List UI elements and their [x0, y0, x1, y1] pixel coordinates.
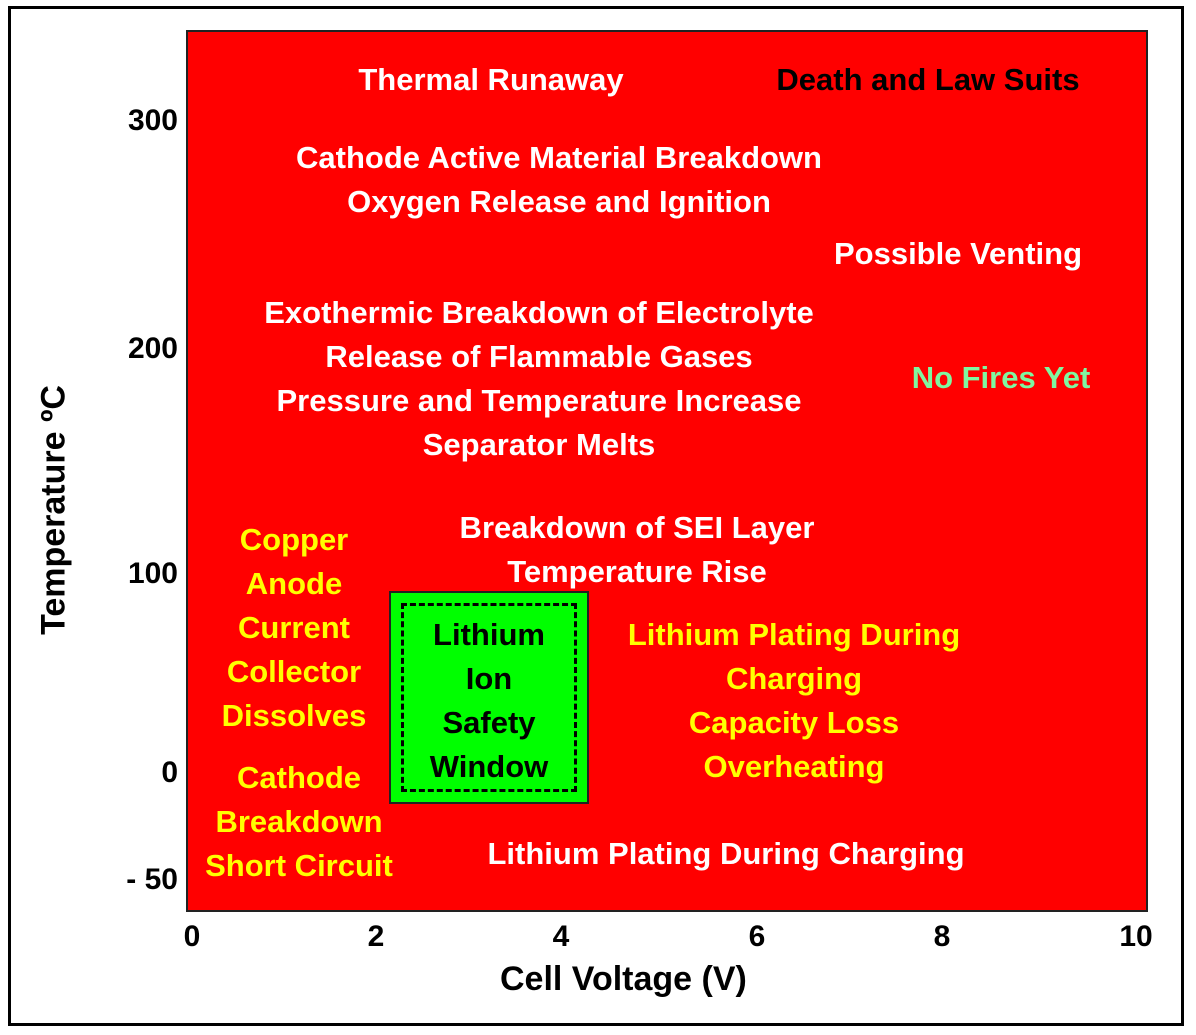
y-axis-title: Temperature ºC	[34, 385, 73, 635]
y-tick-100: 100	[127, 557, 178, 590]
possible-venting-label: Possible Venting	[833, 236, 1083, 271]
x-tick-6: 6	[748, 920, 766, 953]
figure-frame	[8, 6, 1184, 1026]
x-tick-2: 2	[367, 920, 385, 953]
cathode-breakdown-top-label: Cathode Active Material Breakdown Oxygen…	[296, 140, 822, 219]
death-law-suits-label: Death and Law Suits	[776, 62, 1080, 97]
copper-dissolves-label: Copper Anode Current Collector Dissolves	[221, 522, 367, 733]
electrolyte-breakdown-label: Exothermic Breakdown of Electrolyte Rele…	[264, 295, 814, 462]
safety-window-box: Lithium Ion Safety Window	[389, 591, 589, 804]
x-tick-0: 0	[183, 920, 201, 953]
x-tick-10: 10	[1119, 920, 1153, 953]
x-axis-title: Cell Voltage (V)	[500, 960, 747, 998]
safety-window-label: Lithium Ion Safety Window	[429, 617, 549, 784]
y-tick-minus50: - 50	[126, 863, 178, 896]
y-tick-300: 300	[127, 104, 178, 137]
y-tick-0: 0	[161, 756, 178, 789]
lithium-plating-bottom-label: Lithium Plating During Charging	[487, 836, 965, 871]
plot-area	[186, 30, 1148, 912]
no-fires-yet-label: No Fires Yet	[911, 360, 1091, 395]
thermal-runaway-label: Thermal Runaway	[358, 62, 624, 97]
cathode-short-circuit-label: Cathode Breakdown Short Circuit	[205, 760, 393, 883]
x-tick-8: 8	[933, 920, 951, 953]
safety-window-dashed-border	[401, 603, 577, 792]
x-tick-4: 4	[552, 920, 570, 953]
lithium-plating-right-label: Lithium Plating During Charging Capacity…	[627, 617, 961, 784]
sei-breakdown-label: Breakdown of SEI Layer Temperature Rise	[459, 510, 815, 589]
y-tick-200: 200	[127, 332, 178, 365]
